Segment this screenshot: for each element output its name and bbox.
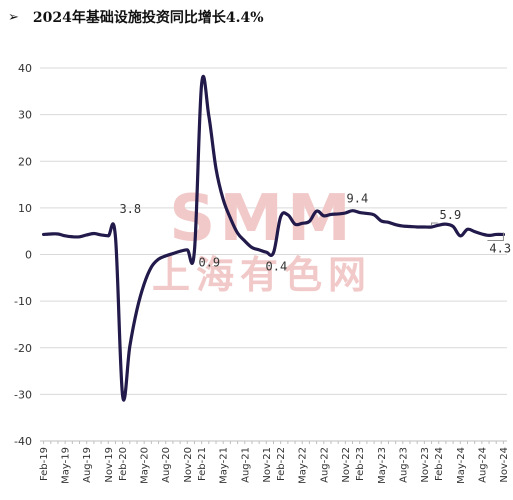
y-tick-label: 30 <box>18 109 32 122</box>
data-label: 4.3 <box>489 241 511 255</box>
data-label-leader <box>431 222 438 225</box>
x-tick-label: May-20 <box>140 447 151 484</box>
y-tick-label: -10 <box>14 295 32 308</box>
arrowhead-bullet-icon: ➢ <box>8 9 19 25</box>
data-label: 9.4 <box>347 192 369 206</box>
chart-title-bar: ➢ 2024年基础设施投资同比增长4.4% <box>8 6 264 28</box>
x-tick-label: Nov-23 <box>420 447 431 483</box>
x-tick-label: Aug-23 <box>398 447 409 483</box>
watermark-brand: SMM <box>169 182 354 256</box>
x-tick-label: May-23 <box>377 447 388 484</box>
y-tick-label: 40 <box>18 62 32 75</box>
series-layer <box>41 74 506 402</box>
y-tick-label: -30 <box>14 388 32 401</box>
x-tick-label: Aug-24 <box>477 447 488 483</box>
x-tick-label: May-21 <box>219 447 230 484</box>
watermark: SMM 上海有色网 <box>152 182 372 297</box>
x-tick-label: Nov-22 <box>341 447 352 483</box>
y-tick-label: 10 <box>18 202 32 215</box>
watermark-subtitle: 上海有色网 <box>152 253 372 297</box>
x-tick-label: May-24 <box>456 447 467 484</box>
data-label: 0.9 <box>198 255 220 269</box>
x-tick-label: Feb-24 <box>434 447 445 481</box>
data-label: 3.8 <box>119 202 141 216</box>
x-tick-label: May-19 <box>61 447 72 484</box>
x-tick-label: Feb-22 <box>276 447 287 481</box>
series-line <box>41 74 506 402</box>
y-axis: -40 -30 -20 -10 0 10 20 30 40 <box>14 62 32 448</box>
x-tick-label: Feb-19 <box>39 447 50 481</box>
x-tick-label: May-22 <box>298 447 309 484</box>
x-tick-label: Nov-24 <box>499 447 510 483</box>
x-tick-label: Nov-21 <box>262 447 273 483</box>
x-tick-label: Feb-21 <box>197 447 208 481</box>
data-label: 0.4 <box>266 260 288 274</box>
x-tick-label: Aug-21 <box>240 447 251 483</box>
chart-title: 2024年基础设施投资同比增长4.4% <box>32 10 264 26</box>
y-tick-label: -40 <box>14 435 32 448</box>
x-tick-label: Nov-19 <box>104 447 115 483</box>
x-tick-label: Aug-22 <box>319 447 330 483</box>
x-tick-label: Aug-19 <box>82 447 93 483</box>
x-axis: Feb-19 May-19 Aug-19 Nov-19 Feb-20 May-20 Aug-… <box>39 440 510 484</box>
y-tick-label: 20 <box>18 155 32 168</box>
data-label-leader <box>487 232 504 241</box>
y-tick-label: 0 <box>25 249 32 262</box>
x-tick-label: Nov-20 <box>183 447 194 483</box>
x-tick-label: Feb-20 <box>118 447 129 481</box>
y-tick-label: -20 <box>14 342 32 355</box>
data-label: 5.9 <box>440 208 462 222</box>
x-tick-label: Aug-20 <box>161 447 172 483</box>
data-labels: 3.8 0.9 0.4 9.4 5.9 4.3 <box>119 192 511 274</box>
x-tick-label: Feb-23 <box>355 447 366 481</box>
